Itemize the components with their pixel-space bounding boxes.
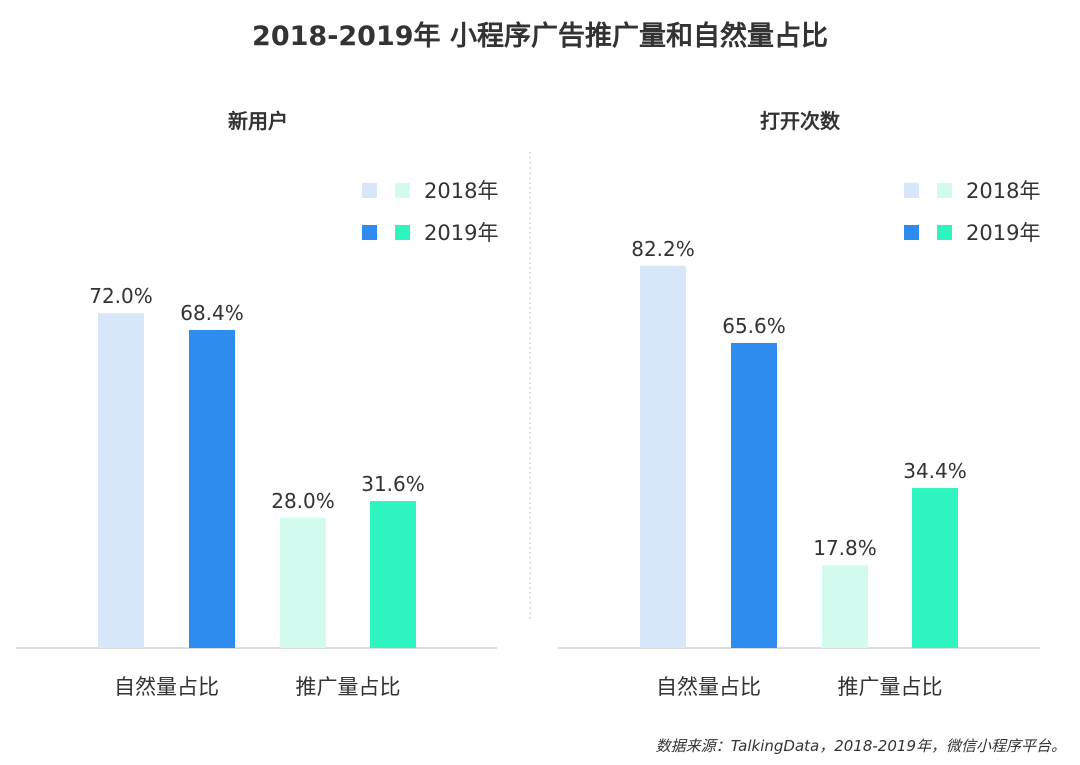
panel-2-value-label-1-2: 65.6% [722, 314, 786, 338]
panel-2-title: 打开次数 [760, 109, 841, 133]
panel-1-category-label-2: 推广量占比 [296, 675, 401, 699]
panel-2-bar-1-2 [731, 342, 777, 648]
source-note: 数据来源：TalkingData，2018-2019年，微信小程序平台。 [655, 737, 1066, 755]
panel-1-legend-swatch-1-a [362, 183, 377, 198]
panel-1-bar-1-1 [98, 313, 144, 648]
panel-1-legend-label-1: 2018年 [424, 179, 498, 203]
panel-2-legend-swatch-1-b [937, 183, 952, 198]
panel-2-value-label-2-1: 17.8% [813, 536, 877, 560]
panel-2-legend-swatch-2-a [904, 225, 919, 240]
panel-2-bar-1-1 [640, 265, 686, 648]
panel-1-legend-swatch-2-a [362, 225, 377, 240]
main-title: 2018-2019年 小程序广告推广量和自然量占比 [252, 21, 828, 52]
panel-2-category-label-1: 自然量占比 [656, 675, 761, 699]
panel-2-value-label-2-2: 34.4% [903, 459, 967, 483]
panel-1-category-label-1: 自然量占比 [114, 675, 219, 699]
panel-1-bar-2-2 [370, 501, 416, 648]
panel-2-legend-label-1: 2018年 [966, 179, 1040, 203]
panel-1-value-label-1-1: 72.0% [89, 284, 153, 308]
panel-1-legend-swatch-1-b [395, 183, 410, 198]
panel-1-value-label-1-2: 68.4% [180, 301, 244, 325]
panel-2-value-label-1-1: 82.2% [631, 237, 695, 261]
panel-2-category-label-2: 推广量占比 [838, 675, 943, 699]
panel-2-legend-swatch-1-a [904, 183, 919, 198]
panel-2-legend-label-2: 2019年 [966, 221, 1040, 245]
panel-2-bar-2-1 [822, 565, 868, 648]
panel-1-legend-label-2: 2019年 [424, 221, 498, 245]
panel-2-bar-2-2 [912, 488, 958, 648]
panel-2-legend-swatch-2-b [937, 225, 952, 240]
panel-1-legend-swatch-2-b [395, 225, 410, 240]
panel-1-bar-1-2 [189, 329, 235, 648]
panel-1-bar-2-1 [280, 517, 326, 648]
panel-1-title: 新用户 [228, 109, 288, 133]
panel-1-value-label-2-1: 28.0% [271, 489, 335, 513]
panel-1-value-label-2-2: 31.6% [361, 472, 425, 496]
